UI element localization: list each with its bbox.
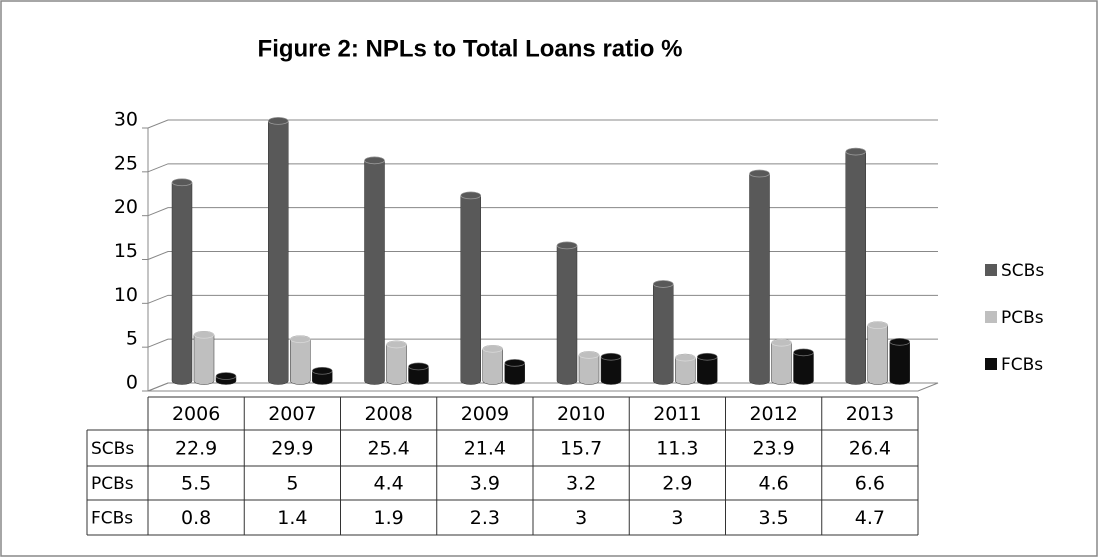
grid-line — [147, 163, 938, 173]
table-cell: 29.9 — [271, 438, 313, 460]
bar-top — [845, 147, 867, 156]
legend-label: PCBs — [1001, 308, 1044, 328]
y-tick-label: 25 — [114, 152, 138, 174]
bar-top — [652, 280, 674, 288]
table-cell: 3.2 — [566, 473, 596, 495]
table-cell: 15.7 — [560, 438, 602, 460]
x-tick-label: 2010 — [557, 403, 605, 425]
y-tick-label: 20 — [114, 196, 138, 218]
table-row-label: FCBs — [91, 509, 133, 529]
bar-top — [386, 340, 407, 349]
table-cell: 4.6 — [759, 473, 789, 495]
bar-top — [793, 348, 814, 357]
bar-top — [408, 362, 429, 371]
y-tick-label: 15 — [114, 240, 138, 262]
table-row-label: SCBs — [91, 439, 134, 459]
grid-line — [147, 294, 938, 304]
table-cell: 22.9 — [175, 438, 217, 460]
bar-top — [171, 178, 193, 187]
bar-top — [193, 330, 215, 339]
table-cell: 5 — [286, 473, 298, 495]
legend-swatch — [985, 358, 997, 370]
table-row-label: PCBs — [91, 474, 134, 494]
y-tick-label: 5 — [126, 328, 138, 350]
y-tick-label: 30 — [114, 109, 138, 131]
grid-line — [147, 207, 938, 217]
grid-line — [147, 338, 938, 348]
bar-top — [889, 337, 911, 346]
x-tick-label: 2007 — [268, 403, 316, 425]
table-cell: 3.9 — [470, 473, 500, 495]
bar-top — [674, 353, 696, 362]
chart-title: Figure 2: NPLs to Total Loans ratio % — [258, 35, 683, 62]
bar — [364, 156, 385, 385]
bar — [749, 169, 770, 385]
bar — [556, 241, 578, 385]
legend-swatch — [985, 264, 997, 276]
table-cell: 23.9 — [752, 438, 794, 460]
x-tick-label: 2012 — [749, 403, 797, 425]
table-cell: 25.4 — [367, 438, 409, 460]
bar-top — [578, 351, 600, 359]
table-cell: 2.9 — [662, 473, 692, 495]
bar-top — [556, 241, 578, 250]
bar — [653, 280, 674, 385]
legend-swatch — [985, 311, 997, 323]
legend-label: FCBs — [1001, 355, 1043, 375]
x-tick-label: 2013 — [846, 403, 894, 425]
x-tick-label: 2006 — [172, 403, 220, 425]
bar-top — [311, 366, 333, 375]
table-cell: 2.3 — [470, 507, 500, 529]
grid-line — [147, 251, 938, 260]
table-cell: 3 — [671, 507, 683, 529]
y-tick-label: 10 — [114, 284, 138, 306]
bar-top — [696, 352, 718, 361]
bar-top — [749, 169, 770, 178]
table-cell: 4.4 — [374, 473, 404, 495]
x-tick-label: 2008 — [364, 403, 412, 425]
bar-top — [289, 335, 311, 344]
bar — [268, 117, 289, 385]
bar — [193, 331, 215, 385]
x-tick-label: 2009 — [461, 403, 509, 425]
bar-top — [364, 156, 385, 165]
table-cell: 5.5 — [181, 473, 211, 495]
table-cell: 3.5 — [759, 507, 789, 529]
bar — [171, 178, 193, 385]
bar — [460, 191, 481, 385]
bar-top — [482, 344, 504, 353]
legend-label: SCBs — [1001, 261, 1044, 281]
table-cell: 26.4 — [849, 438, 891, 460]
bar — [845, 147, 866, 385]
table-cell: 11.3 — [656, 438, 698, 460]
bar-top — [867, 321, 889, 330]
table-cell: 0.8 — [181, 507, 211, 529]
bar-top — [215, 372, 237, 380]
bar-top — [504, 358, 526, 367]
table-cell: 1.4 — [277, 507, 307, 529]
table-cell: 1.9 — [374, 507, 404, 529]
table-cell: 21.4 — [464, 438, 506, 460]
bar — [867, 321, 888, 385]
bar-top — [460, 191, 482, 200]
table-cell: 6.6 — [855, 473, 885, 495]
y-tick-label: 0 — [126, 372, 138, 394]
bar-top — [600, 352, 622, 361]
table-cell: 4.7 — [855, 507, 885, 529]
bar-top — [267, 116, 289, 125]
bar-top — [771, 338, 792, 347]
table-cell: 3 — [575, 507, 587, 529]
x-tick-label: 2011 — [653, 403, 701, 425]
grid-line — [147, 119, 938, 129]
